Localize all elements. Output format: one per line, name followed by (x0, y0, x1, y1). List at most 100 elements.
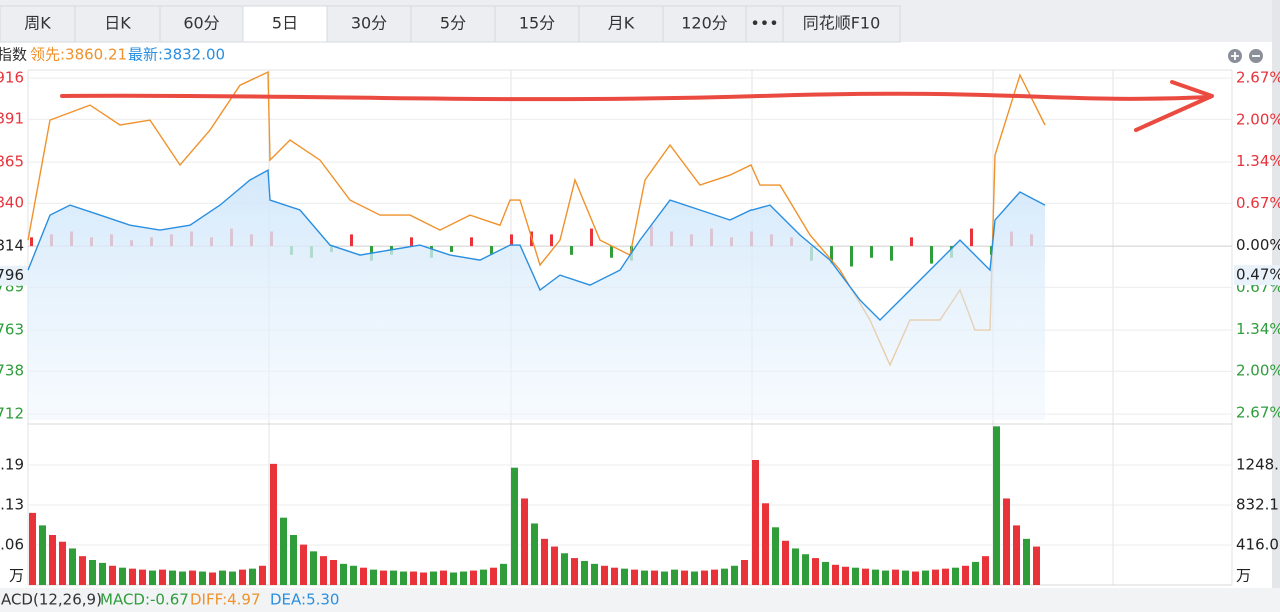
volume-bar (270, 463, 277, 585)
y-tick-label: 3865 (0, 153, 24, 171)
macd-bar (930, 246, 933, 264)
volume-tick-label: 1248.19 (1236, 455, 1280, 473)
legend-latest: 最新:3832.00 (128, 46, 225, 64)
volume-bar (521, 498, 528, 585)
tab[interactable] (782, 5, 901, 43)
volume-bar (370, 569, 377, 585)
volume-bar (872, 569, 879, 585)
volume-tick-label: 1248.19 (0, 455, 24, 473)
volume-bar (812, 558, 819, 585)
crosshair-box (0, 265, 27, 286)
volume-bar (239, 569, 246, 585)
tab-label[interactable]: 60分 (183, 14, 219, 33)
y2-tick-label: 2.00% (1236, 362, 1280, 380)
volume-bar (972, 561, 979, 585)
volume-bar (651, 570, 658, 585)
volume-bar (962, 565, 969, 585)
volume-bar (189, 570, 196, 585)
volume-bar (420, 572, 427, 585)
tab[interactable] (74, 5, 161, 43)
y2-tick-label: 1.34% (1236, 320, 1280, 338)
volume-bar (842, 566, 849, 585)
tab-label[interactable]: 5分 (440, 14, 466, 33)
volume-bar (561, 553, 568, 585)
volume-bar (89, 560, 96, 585)
volume-bar (219, 570, 226, 585)
y-tick-label: 3814 (0, 237, 24, 255)
zoom-in[interactable] (1228, 49, 1242, 63)
volume-bar (942, 568, 949, 585)
volume-bar (832, 564, 839, 585)
volume-bar (360, 567, 367, 585)
tab[interactable] (410, 5, 496, 43)
macd-bar (610, 246, 613, 258)
macd-bar (970, 228, 973, 247)
volume-bar (159, 569, 166, 585)
volume-bar (229, 571, 236, 585)
volume-bar (551, 546, 558, 585)
volume-bar (541, 538, 548, 585)
volume-bar (621, 568, 628, 585)
volume-bar (280, 517, 287, 585)
volume-bar (29, 512, 36, 585)
volume-bar (129, 568, 136, 585)
volume-bar (69, 548, 76, 585)
tab-label[interactable]: 15分 (519, 14, 555, 33)
volume-bar (119, 567, 126, 585)
y2-tick-label: 1.34% (1236, 152, 1280, 170)
tab-label[interactable]: 周K (24, 14, 51, 33)
tab-label[interactable]: 5日 (272, 14, 298, 33)
tab-label[interactable]: 同花顺F10 (803, 14, 881, 33)
volume-bar (460, 571, 467, 585)
tab-label[interactable]: 日K (104, 14, 131, 33)
zoom-out[interactable] (1249, 49, 1263, 63)
y-tick-label: 3712 (0, 405, 24, 423)
volume-tick-label: 832.13 (1236, 495, 1280, 513)
volume-bar (310, 551, 317, 585)
tab[interactable] (326, 5, 412, 43)
volume-bar (440, 570, 447, 585)
legend-lead: 领先:3860.21 (30, 46, 127, 64)
macd-bar (30, 237, 33, 247)
tab-label[interactable]: 30分 (351, 14, 387, 33)
macd-bar (550, 234, 553, 247)
volume-bar (410, 571, 417, 585)
macd-bar (830, 246, 833, 264)
volume-bar (802, 554, 809, 585)
volume-bar (79, 556, 86, 585)
volume-bar (531, 523, 538, 585)
volume-bar (822, 561, 829, 585)
volume-bar (290, 535, 297, 585)
volume-bar (109, 565, 116, 585)
volume-bar (330, 560, 337, 585)
volume-bar (49, 535, 56, 585)
volume-bar (611, 567, 618, 585)
volume-unit: 万 (9, 567, 24, 585)
tab[interactable] (0, 5, 76, 43)
macd-legend-bar (0, 588, 1280, 612)
volume-bar (591, 563, 598, 585)
volume-bar (892, 569, 899, 585)
volume-bar (380, 570, 387, 585)
volume-bar (39, 525, 46, 585)
volume-bar (1003, 498, 1010, 585)
volume-bar (741, 560, 748, 585)
macd-bar (350, 234, 353, 247)
tab-label[interactable]: 120分 (681, 14, 728, 33)
volume-bar (1013, 525, 1020, 585)
volume-tick-label: 832.13 (0, 495, 24, 513)
volume-bar (139, 569, 146, 585)
volume-bar (852, 567, 859, 585)
y2-tick-label: 2.67% (1236, 69, 1280, 87)
volume-bar (450, 572, 457, 585)
volume-tick-label: 416.06 (0, 535, 24, 553)
volume-bar (199, 571, 206, 585)
tab-label[interactable]: ••• (750, 14, 778, 33)
volume-bar (691, 571, 698, 585)
y2-tick-label: 2.67% (1236, 404, 1280, 422)
tab-label[interactable]: 月K (608, 14, 635, 33)
volume-bar (882, 570, 889, 585)
tab[interactable] (662, 5, 747, 43)
